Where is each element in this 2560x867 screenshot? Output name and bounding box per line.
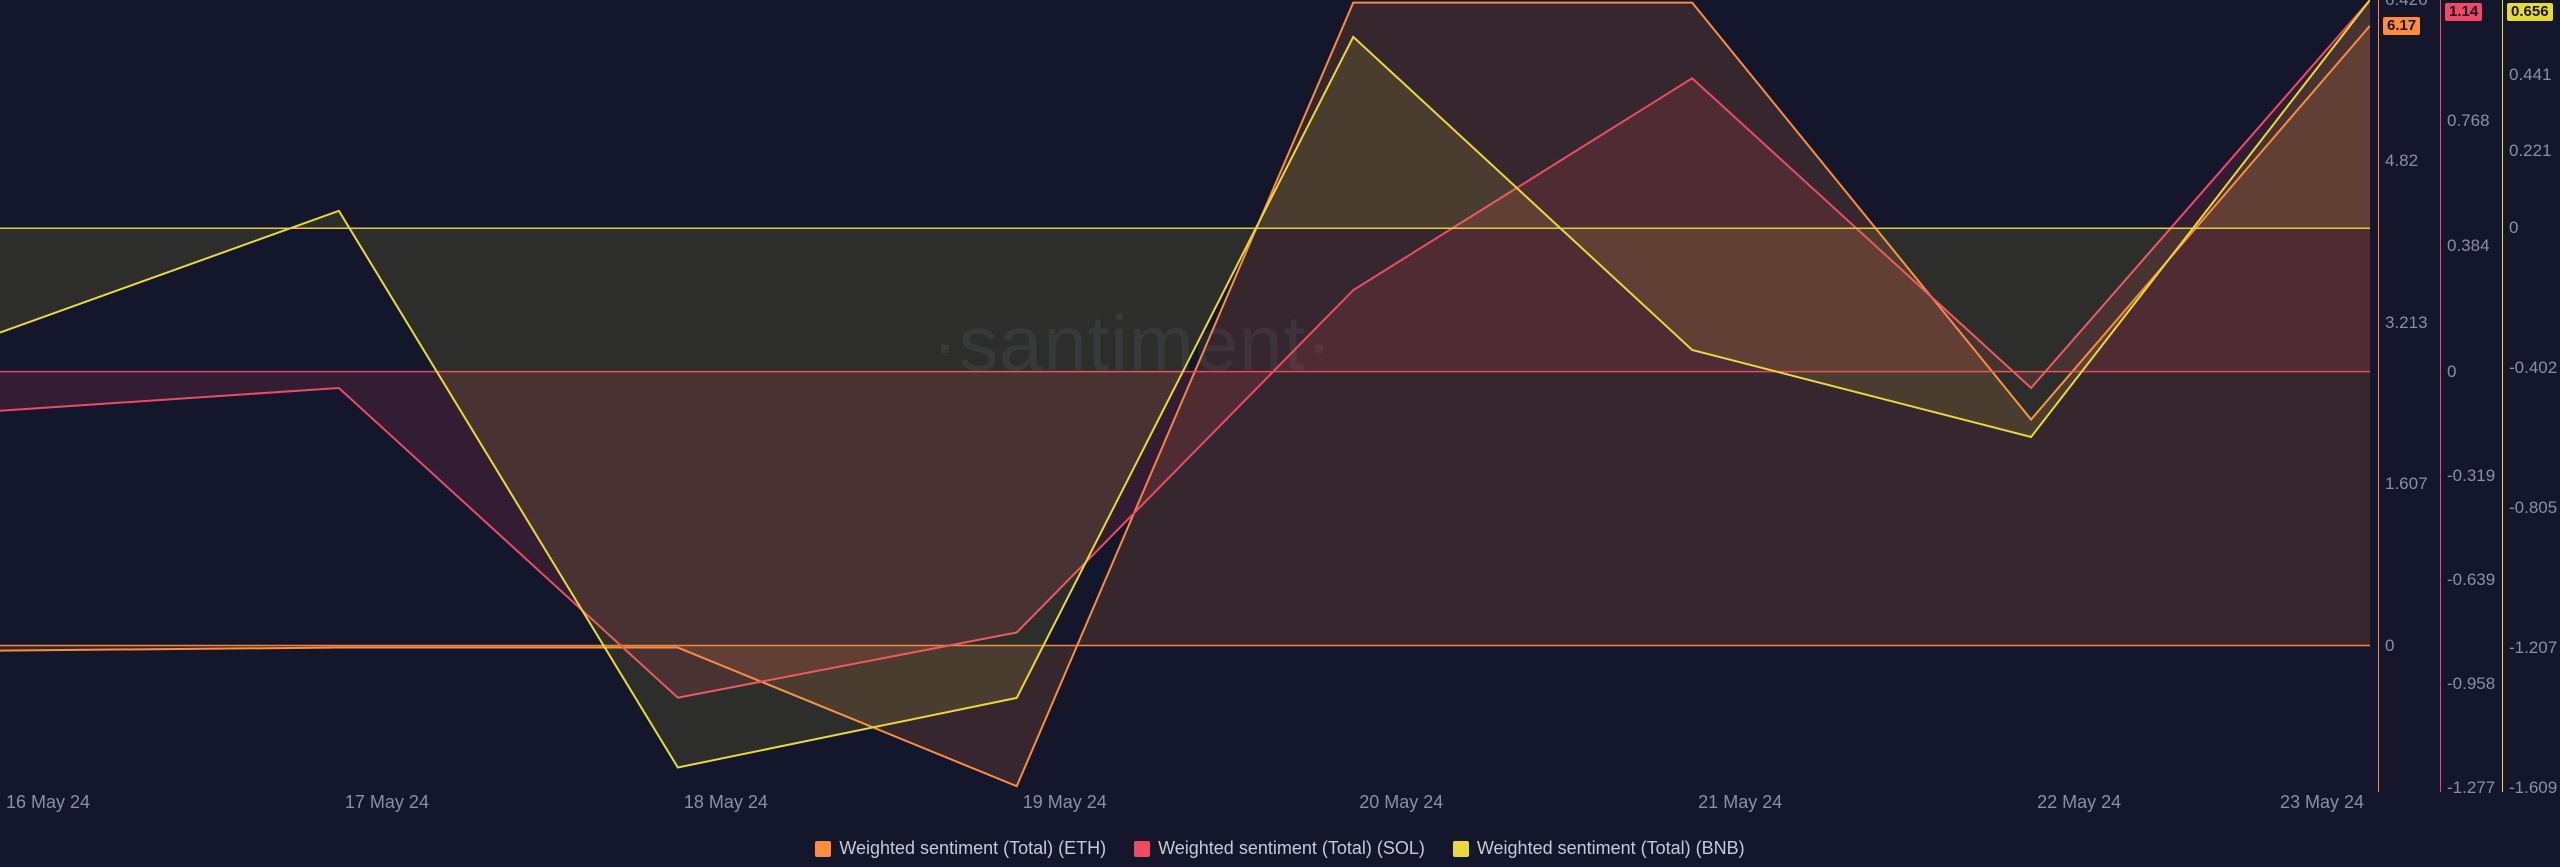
legend-label: Weighted sentiment (Total) (ETH) [839,838,1106,859]
y-tick: 0 [2447,362,2456,382]
y-axis-bnb: 0.4410.2210-0.402-0.805-1.207-1.6090.656 [2502,0,2560,792]
bnb-value-badge: 0.656 [2507,3,2553,21]
legend: Weighted sentiment (Total) (ETH) Weighted… [0,838,2560,859]
y-tick: 6.426 [2385,0,2428,10]
y-tick: -1.277 [2447,778,2495,798]
y-tick: 0 [2509,218,2518,238]
legend-swatch-icon [815,841,831,857]
legend-label: Weighted sentiment (Total) (SOL) [1158,838,1425,859]
y-tick: 1.607 [2385,474,2428,494]
x-tick: 21 May 24 [1698,792,1782,813]
y-axis-sol: 0.7680.3840-0.319-0.639-0.958-1.2771.14 [2440,0,2502,792]
y-tick: -0.958 [2447,674,2495,694]
legend-label: Weighted sentiment (Total) (BNB) [1477,838,1745,859]
y-tick: 0.221 [2509,141,2552,161]
y-tick: -0.319 [2447,466,2495,486]
y-tick: -0.402 [2509,358,2557,378]
y-tick: -0.639 [2447,570,2495,590]
legend-item-bnb[interactable]: Weighted sentiment (Total) (BNB) [1453,838,1745,859]
x-tick: 16 May 24 [6,792,90,813]
legend-item-eth[interactable]: Weighted sentiment (Total) (ETH) [815,838,1106,859]
y-tick: 0.384 [2447,236,2490,256]
legend-swatch-icon [1134,841,1150,857]
sol-value-badge: 1.14 [2445,3,2482,21]
y-tick: 0.768 [2447,111,2490,131]
y-tick: 0 [2385,636,2394,656]
x-tick: 20 May 24 [1359,792,1443,813]
y-tick: -0.805 [2509,498,2557,518]
y-axis-eth: 6.426 4.82 3.213 1.607 0 6.17 [2378,0,2440,792]
legend-swatch-icon [1453,841,1469,857]
y-tick: 0.441 [2509,65,2552,85]
eth-value-badge: 6.17 [2383,17,2420,35]
y-tick: -1.609 [2509,778,2557,798]
x-tick: 23 May 24 [2280,792,2364,813]
y-tick: 4.82 [2385,151,2418,171]
x-tick: 19 May 24 [1023,792,1107,813]
legend-item-sol[interactable]: Weighted sentiment (Total) (SOL) [1134,838,1425,859]
chart-svg [0,0,2370,788]
sentiment-chart: ·santiment· 16 May 2417 May 2418 May 241… [0,0,2560,867]
x-tick: 18 May 24 [684,792,768,813]
y-tick: 3.213 [2385,313,2428,333]
x-tick: 17 May 24 [345,792,429,813]
x-tick: 22 May 24 [2037,792,2121,813]
y-tick: -1.207 [2509,638,2557,658]
